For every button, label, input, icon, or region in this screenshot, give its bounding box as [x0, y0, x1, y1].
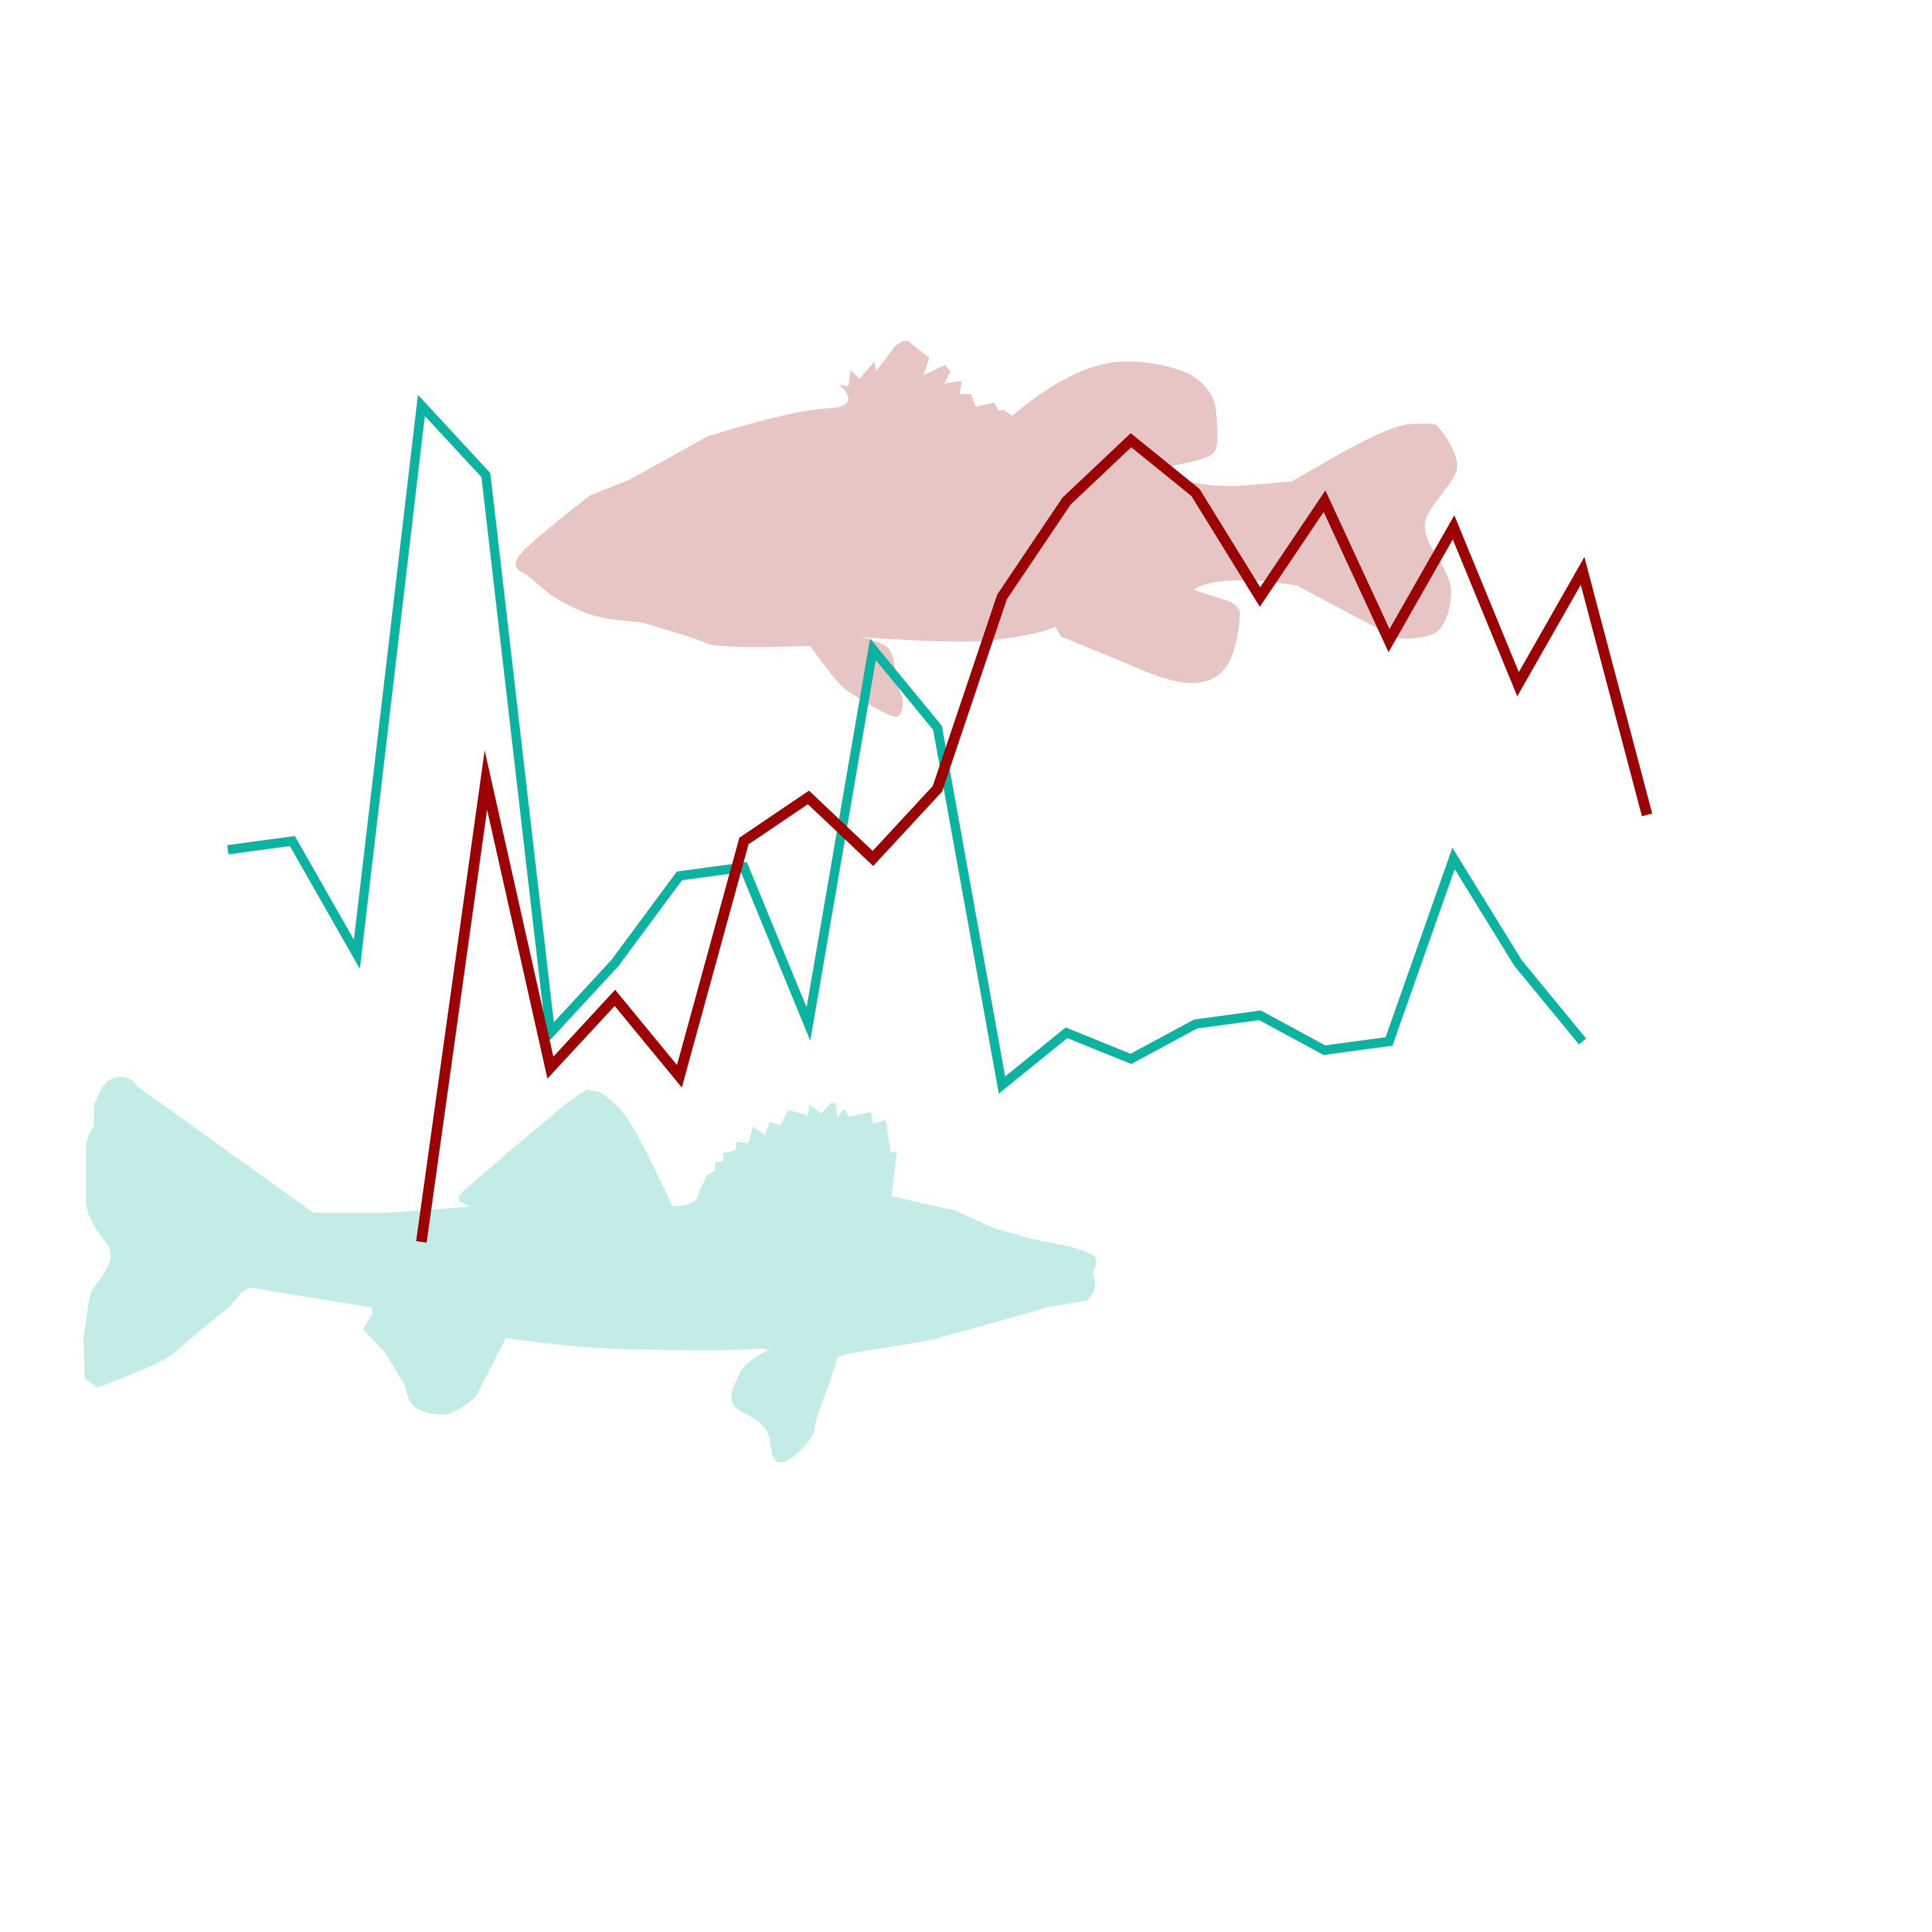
walleye-silhouette — [83, 1077, 1096, 1462]
series-lines — [227, 395, 1652, 1243]
background-silhouettes — [83, 341, 1458, 1462]
bass-silhouette — [515, 341, 1458, 717]
series-line-2 — [416, 432, 1652, 1243]
series-line-1 — [227, 395, 1586, 1094]
